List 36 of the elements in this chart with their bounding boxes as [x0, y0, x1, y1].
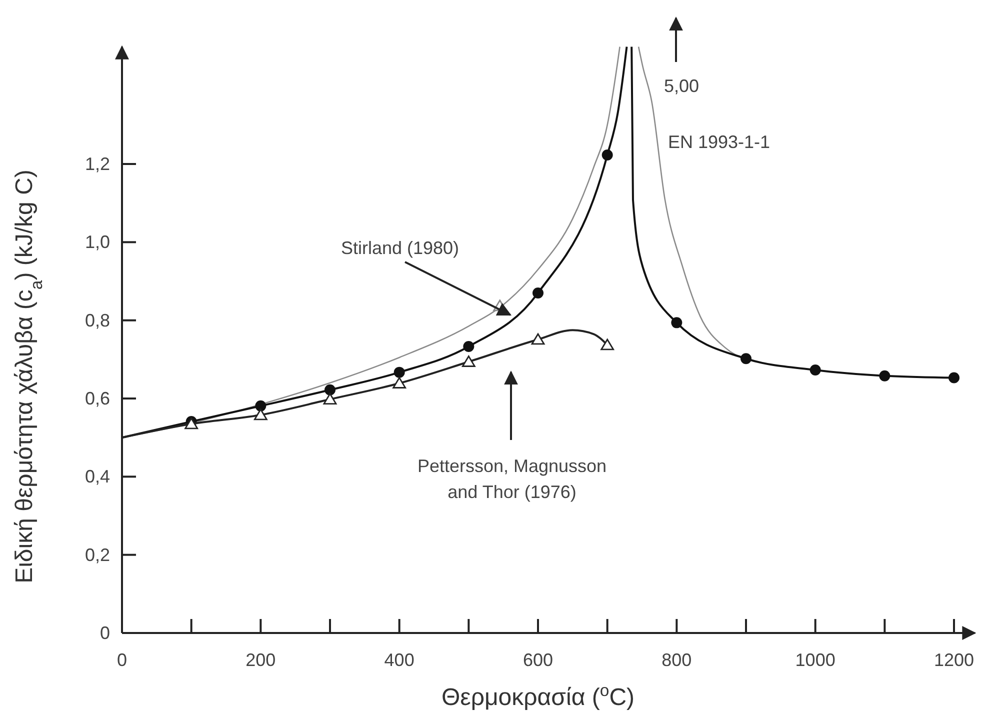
point: [463, 341, 474, 352]
point: [254, 408, 268, 420]
y-tick-label: 1,2: [84, 154, 110, 174]
annotation: EN 1993-1-1: [668, 132, 770, 152]
x-tick-label: 1200: [934, 650, 974, 670]
annotation: Pettersson, Magnusson and Thor (1976): [417, 456, 607, 502]
annotation: Stirland (1980): [340, 238, 460, 258]
y-tick-label: 0,4: [84, 466, 110, 487]
x-axis-title: Θερμοκρασία ($^{o}$C): [441, 680, 635, 711]
y-tick-label: 1,0: [84, 232, 110, 252]
point: [394, 366, 405, 378]
y-tick-label: 0,6: [84, 388, 110, 408]
point: [324, 384, 336, 396]
point: [532, 287, 544, 298]
point: [531, 333, 545, 345]
y-tick-label: 0,8: [84, 310, 110, 330]
point: [323, 393, 337, 404]
x-tick-label: 0: [116, 650, 128, 670]
point: [810, 364, 821, 376]
point: [600, 338, 614, 350]
x-tick-label: 200: [246, 650, 276, 670]
point: [602, 150, 613, 161]
x-tick-label: 600: [522, 650, 554, 670]
point: [462, 356, 476, 367]
y-tick-label: 0,2: [84, 544, 110, 565]
point: [671, 317, 682, 328]
y-tick-label: 0: [100, 623, 110, 643]
point: [255, 400, 266, 412]
x-tick-label: 800: [662, 650, 692, 670]
point: [948, 372, 960, 384]
point: [879, 370, 890, 382]
point: [392, 377, 406, 388]
point: [740, 353, 752, 364]
x-tick-label: 1000: [795, 650, 836, 670]
annotation: 5,00: [664, 76, 700, 96]
x-tick-label: 400: [384, 650, 414, 670]
